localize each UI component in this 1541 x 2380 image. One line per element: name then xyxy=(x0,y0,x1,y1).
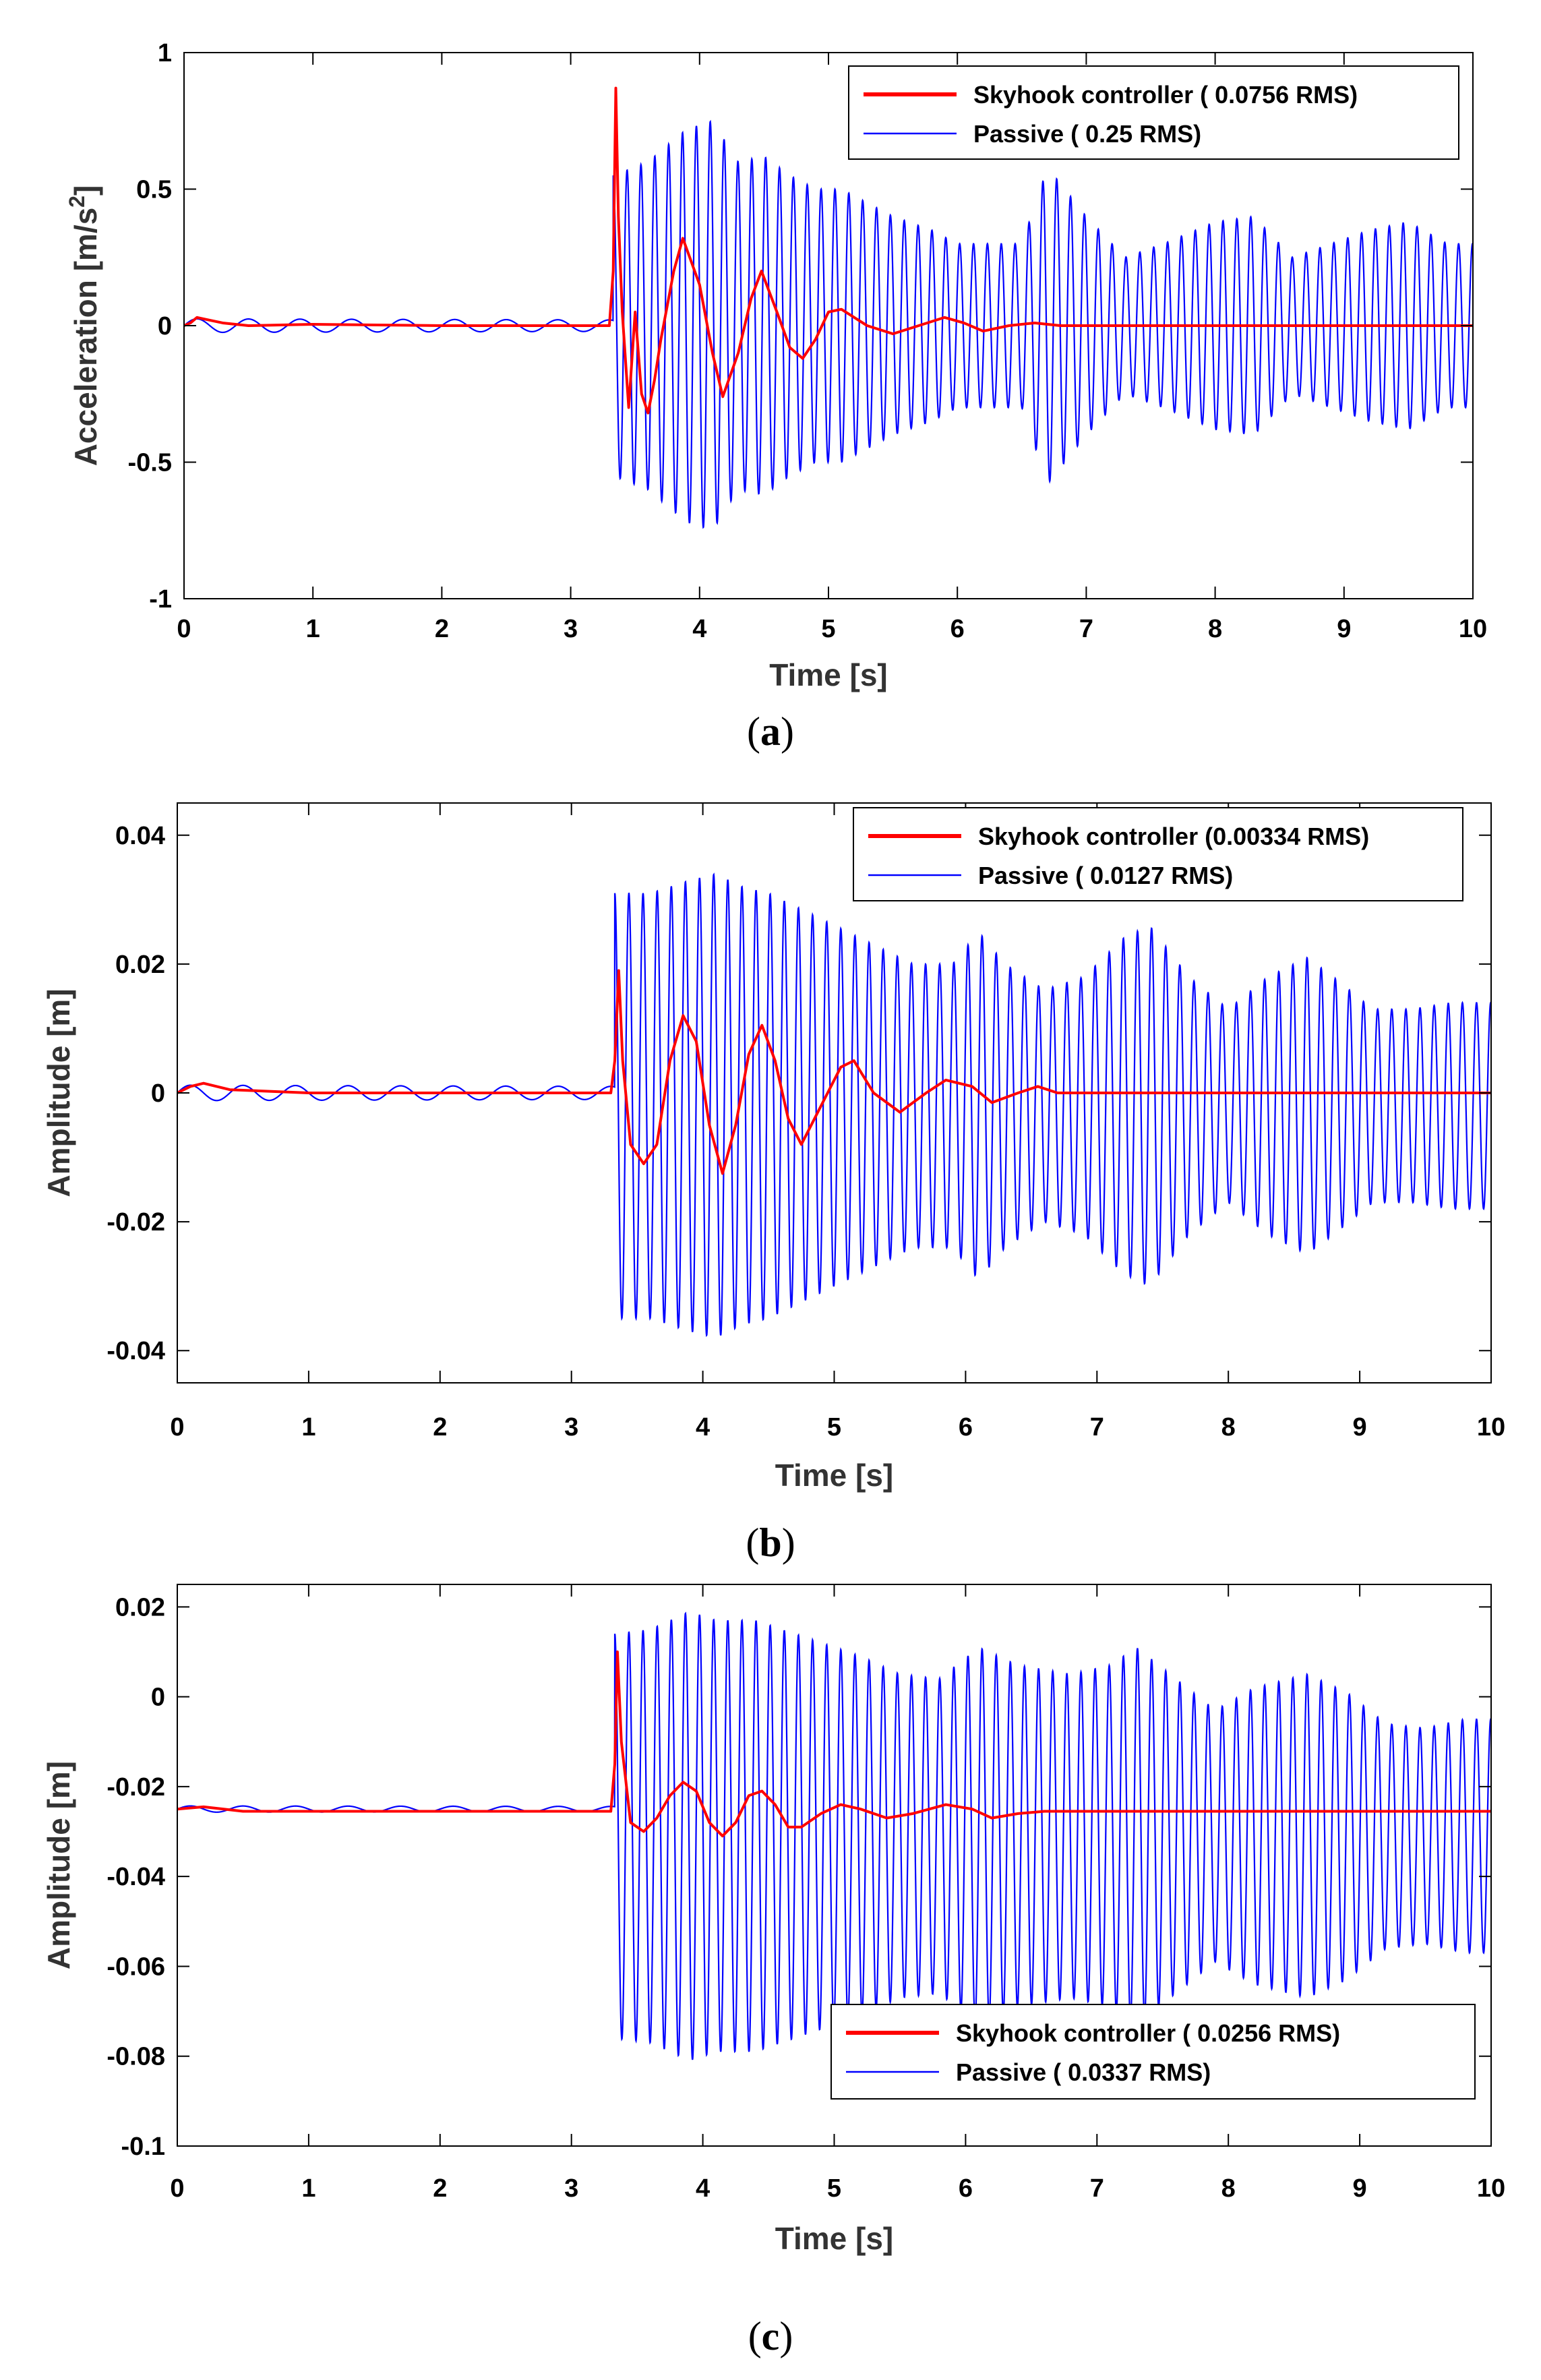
x-tick-label: 0 xyxy=(170,2174,184,2203)
x-tick-label: 10 xyxy=(1477,1413,1505,1441)
y-tick-label: 0.02 xyxy=(115,951,165,979)
x-tick-label: 10 xyxy=(1477,2174,1505,2203)
y-axis-label: Acceleration [m/s2] xyxy=(65,185,103,467)
y-tick-label: -0.08 xyxy=(107,2043,165,2071)
series-line-passive xyxy=(184,119,1473,529)
legend: Skyhook controller (0.00334 RMS) Passive … xyxy=(853,807,1463,901)
y-tick-label: 0.5 xyxy=(136,176,172,204)
chart-panel-c: 0 1 2 3 4 5 6 7 8 9 10 -0.1 -0.08 -0.06 -0.04 -0.02 0 0.0… xyxy=(41,1584,1505,2358)
y-tick-label: -0.1 xyxy=(121,2133,165,2161)
x-axis-label: Time [s] xyxy=(769,657,888,692)
y-tick-label: 0.02 xyxy=(115,1593,165,1622)
x-tick-label: 9 xyxy=(1353,2174,1367,2203)
x-tick-label: 3 xyxy=(564,1413,578,1441)
x-tick-label: 1 xyxy=(301,1413,315,1441)
y-tick-label: 0 xyxy=(151,1684,165,1712)
x-tick-label: 1 xyxy=(301,2174,315,2203)
y-tick-label: -0.04 xyxy=(107,1337,165,1365)
x-tick-label: 7 xyxy=(1079,615,1093,643)
series-line-passive xyxy=(177,872,1491,1338)
plot-data xyxy=(184,86,1473,529)
x-tick-label: 3 xyxy=(564,615,578,643)
y-axis-label: Amplitude [m] xyxy=(41,988,76,1197)
legend-box xyxy=(853,807,1463,901)
plot-data xyxy=(177,872,1491,1338)
y-tick-label: -0.02 xyxy=(107,1773,165,1802)
x-tick-label: 4 xyxy=(692,615,706,643)
x-tick-label: 2 xyxy=(433,1413,447,1441)
panel-caption: (b) xyxy=(746,1520,795,1565)
x-tick-label: 7 xyxy=(1090,1413,1104,1441)
legend-label-passive: Passive ( 0.0127 RMS) xyxy=(978,862,1233,889)
x-tick-label: 3 xyxy=(564,2174,578,2203)
x-tick-label: 8 xyxy=(1208,615,1222,643)
legend-box xyxy=(848,65,1459,160)
x-tick-label: 0 xyxy=(170,1413,184,1441)
legend: Skyhook controller ( 0.0256 RMS) Passive … xyxy=(830,2004,1476,2100)
x-tick-label: 5 xyxy=(827,2174,841,2203)
x-tick-label: 8 xyxy=(1221,2174,1236,2203)
y-tick-label: -0.04 xyxy=(107,1863,165,1891)
y-tick-label: -0.06 xyxy=(107,1953,165,1981)
x-tick-label: 6 xyxy=(950,615,965,643)
legend-label-passive: Passive ( 0.25 RMS) xyxy=(973,120,1201,148)
x-tick-label: 5 xyxy=(821,615,835,643)
x-tick-label: 2 xyxy=(435,615,449,643)
y-axis-label: Amplitude [m] xyxy=(41,1761,76,1969)
x-tick-label: 5 xyxy=(827,1413,841,1441)
x-tick-label: 9 xyxy=(1337,615,1351,643)
y-tick-label: -1 xyxy=(149,585,172,614)
chart-panel-b: 0 1 2 3 4 5 6 7 8 9 10 -0.04 -0.02 0 0.02 0.04 Time [s] A… xyxy=(41,802,1505,1565)
panel-caption: (a) xyxy=(747,709,794,754)
x-axis-label: Time [s] xyxy=(775,2221,894,2256)
y-tick-label: 0 xyxy=(158,312,172,340)
legend: Skyhook controller ( 0.0756 RMS) Passive … xyxy=(848,65,1459,160)
y-tick-label: 1 xyxy=(158,39,172,67)
x-axis-label: Time [s] xyxy=(775,1458,894,1493)
y-tick-label: 0.04 xyxy=(115,822,165,850)
x-tick-label: 6 xyxy=(959,1413,973,1441)
x-tick-label: 2 xyxy=(433,2174,447,2203)
x-tick-label: 8 xyxy=(1221,1413,1236,1441)
series-line-skyhook xyxy=(177,1650,1491,1838)
legend-label-skyhook: Skyhook controller ( 0.0256 RMS) xyxy=(956,2019,1340,2047)
series-line-skyhook xyxy=(184,86,1473,415)
x-tick-label: 10 xyxy=(1459,615,1487,643)
chart-panel-a: 0 1 2 3 4 5 6 7 8 9 10 -1 -0.5 0 0.5 1 Time [s] Accelerat… xyxy=(65,39,1487,754)
x-tick-label: 4 xyxy=(696,1413,710,1441)
y-tick-label: 0 xyxy=(151,1079,165,1108)
panel-caption: (c) xyxy=(748,2314,793,2358)
y-tick-label: -0.02 xyxy=(107,1208,165,1237)
legend-label-passive: Passive ( 0.0337 RMS) xyxy=(956,2058,1211,2086)
y-tick-label: -0.5 xyxy=(128,449,172,477)
x-tick-label: 6 xyxy=(959,2174,973,2203)
legend-label-skyhook: Skyhook controller ( 0.0756 RMS) xyxy=(973,81,1358,109)
x-tick-label: 1 xyxy=(306,615,320,643)
series-line-skyhook xyxy=(177,969,1491,1175)
x-tick-label: 9 xyxy=(1353,1413,1367,1441)
legend-box xyxy=(830,2004,1476,2100)
x-tick-label: 7 xyxy=(1090,2174,1104,2203)
x-tick-label: 0 xyxy=(177,615,191,643)
legend-label-skyhook: Skyhook controller (0.00334 RMS) xyxy=(978,823,1369,850)
x-tick-label: 4 xyxy=(696,2174,710,2203)
